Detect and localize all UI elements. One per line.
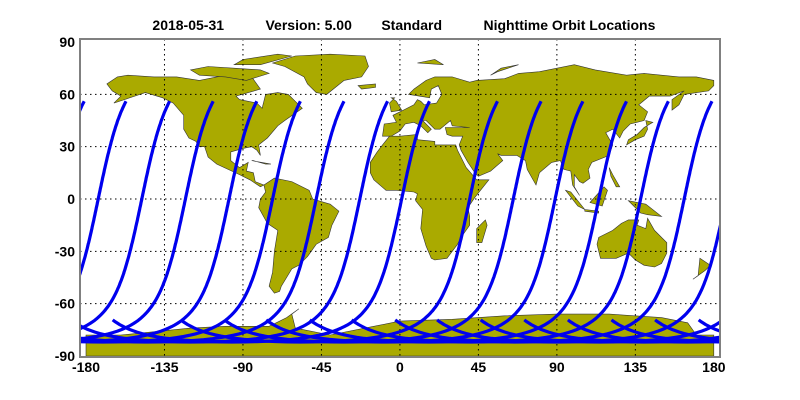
orbit-track <box>479 318 720 344</box>
x-tick-label: -180 <box>72 359 100 375</box>
y-tick-label: 60 <box>59 86 75 102</box>
orbit-track <box>80 100 172 331</box>
land-new-guinea <box>627 200 663 217</box>
orbit-track <box>265 100 585 344</box>
plot-frame <box>79 38 721 358</box>
orbit-track <box>436 219 720 344</box>
land-japan <box>626 120 654 146</box>
y-tick-label: 30 <box>59 139 75 155</box>
land-iceland <box>357 83 376 90</box>
x-tick-label: -90 <box>233 359 253 375</box>
chart-title: 2018-05-31 Version: 5.00 Standard Nightt… <box>133 17 667 33</box>
orbit-track <box>80 100 390 344</box>
orbit-track <box>697 318 720 333</box>
y-tick-label: -30 <box>55 243 75 259</box>
land-north-america <box>106 73 303 188</box>
orbit-track <box>80 100 346 344</box>
y-tick-label: 0 <box>67 191 75 207</box>
x-tick-label: -135 <box>150 359 178 375</box>
orbit-track <box>308 100 628 344</box>
orbit-track <box>80 100 215 341</box>
grid-lines <box>80 39 720 357</box>
y-tick-label: -60 <box>55 296 75 312</box>
title-mode: Standard <box>381 17 442 33</box>
x-tick-label: 180 <box>702 359 726 375</box>
land-philippines <box>608 167 621 188</box>
orbit-track <box>654 318 720 342</box>
title-version: Version: 5.00 <box>265 17 352 33</box>
land-madagascar <box>476 219 488 243</box>
orbit-track <box>80 100 128 279</box>
orbit-track <box>80 100 302 344</box>
land-arctic-islands-1 <box>189 66 270 81</box>
land-arctic-islands-2 <box>233 53 292 65</box>
orbit-tracks <box>0 100 800 344</box>
x-tick-label: 90 <box>549 359 565 375</box>
y-tick-label: 90 <box>59 34 75 50</box>
y-tick-label: -90 <box>55 348 75 364</box>
x-axis-ticks: -180 -135 -90 -45 0 45 90 135 180 <box>72 359 726 375</box>
land-uk <box>389 97 403 113</box>
orbit-track <box>0 101 41 342</box>
orbit-track <box>350 100 670 344</box>
land-layer <box>85 53 715 357</box>
y-axis-ticks: 90 60 30 0 -30 -60 -90 <box>55 34 75 364</box>
orbit-track <box>111 100 431 344</box>
x-tick-label: 135 <box>624 359 648 375</box>
land-eurasia <box>382 64 715 196</box>
title-name: Nighttime Orbit Locations <box>483 17 655 33</box>
x-tick-label: -45 <box>311 359 331 375</box>
x-tick-label: 0 <box>396 359 404 375</box>
land-new-zealand <box>692 257 711 280</box>
orbit-track <box>394 100 714 344</box>
land-greenland <box>271 53 369 95</box>
title-date: 2018-05-31 <box>152 17 224 33</box>
land-novaya-zemlya <box>490 64 519 76</box>
land-svalbard <box>417 59 444 65</box>
x-tick-label: 45 <box>471 359 487 375</box>
orbit-track <box>741 101 800 342</box>
land-cuba <box>251 160 271 165</box>
land-sumatra <box>564 189 586 210</box>
